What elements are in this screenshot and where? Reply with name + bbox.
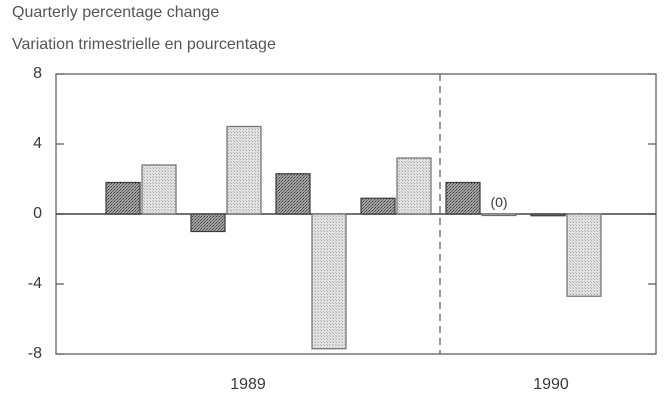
bar-light: [141, 164, 177, 215]
bar-dark: [360, 197, 396, 215]
y-tick-label: 8: [33, 65, 42, 82]
y-tick-label: 4: [33, 135, 42, 152]
bar-light: [311, 213, 347, 350]
bar-light: [226, 125, 262, 215]
x-axis-label-1990: 1990: [533, 376, 569, 393]
data-label: (0): [490, 194, 507, 210]
bar-dark: [275, 173, 311, 215]
bar-light: [566, 213, 602, 297]
bar-light: [396, 157, 432, 215]
y-tick-label: 0: [33, 205, 42, 222]
chart-subtitle: Variation trimestrielle en pourcentage: [12, 36, 276, 53]
bar-dark: [530, 213, 566, 217]
bar-dark: [105, 181, 141, 215]
bar-dark: [190, 213, 226, 233]
bar-light: [481, 213, 517, 217]
chart-title: Quarterly percentage change: [12, 4, 220, 21]
y-tick-label: -8: [28, 345, 42, 362]
bar-dark: [445, 181, 481, 215]
x-axis-label-1989: 1989: [230, 376, 266, 393]
y-tick-label: -4: [28, 275, 42, 292]
